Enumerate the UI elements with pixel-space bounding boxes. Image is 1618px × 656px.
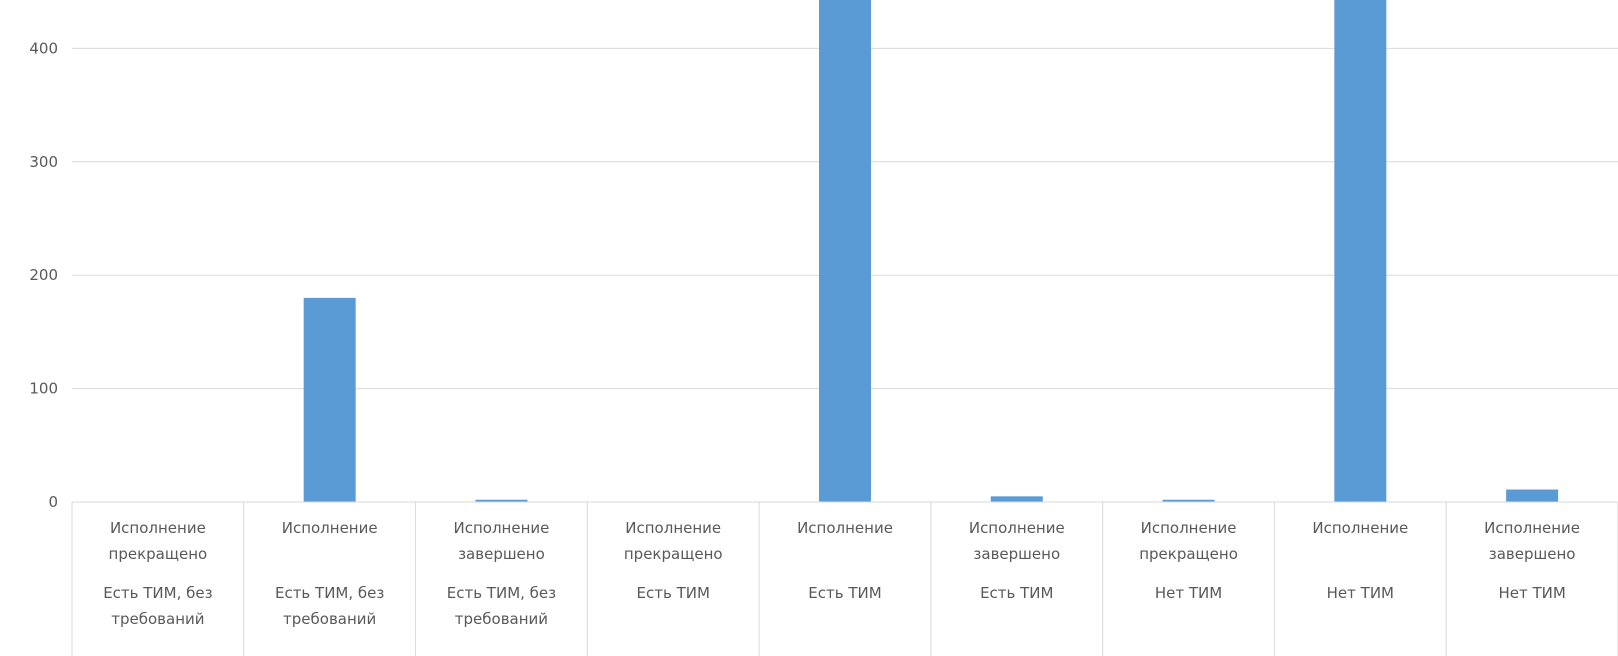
- category-group-label: Нет ТИМ: [1155, 584, 1222, 602]
- category-group-label: Нет ТИМ: [1327, 584, 1394, 602]
- category-group-label: требований: [111, 610, 204, 628]
- category-group-label: Есть ТИМ: [637, 584, 710, 602]
- y-tick-label: 200: [29, 266, 58, 284]
- category-status-label: Исполнение: [625, 519, 721, 537]
- category-group-label: требований: [455, 610, 548, 628]
- category-group-label: Есть ТИМ, без: [447, 584, 556, 602]
- category-status-label: завершено: [1489, 545, 1576, 563]
- category-group-label: Есть ТИМ, без: [275, 584, 384, 602]
- category-group-label: Есть ТИМ: [808, 584, 881, 602]
- bar: [819, 0, 871, 502]
- category-status-label: Исполнение: [969, 519, 1065, 537]
- category-status-label: прекращено: [1139, 545, 1238, 563]
- bar: [475, 499, 528, 502]
- category-status-label: прекращено: [109, 545, 208, 563]
- category-group-label: требований: [283, 610, 376, 628]
- category-status-label: Исполнение: [1141, 519, 1237, 537]
- category-status-label: Исполнение: [1484, 519, 1580, 537]
- x-axis: Исполнение прекращено Есть ТИМ, без требова…: [71, 501, 1618, 656]
- y-tick-label: 300: [29, 153, 58, 171]
- category-status-label: Исполнение: [1312, 519, 1408, 537]
- y-axis-tick-labels: 0 100 200 300 400: [29, 39, 58, 511]
- bar: [1334, 0, 1387, 502]
- category-group-label: Нет ТИМ: [1498, 584, 1565, 602]
- category-status-label: завершено: [973, 545, 1060, 563]
- y-tick-label: 100: [29, 380, 58, 398]
- category-status-label: Исполнение: [282, 519, 378, 537]
- bar: [990, 496, 1043, 502]
- bars: [303, 0, 1559, 502]
- category-group-label: Есть ТИМ: [980, 584, 1053, 602]
- y-tick-label: 0: [48, 493, 58, 511]
- category-status-label: Исполнение: [797, 519, 893, 537]
- category-group-label: Есть ТИМ, без: [103, 584, 212, 602]
- bar: [1162, 499, 1215, 502]
- category-status-label: Исполнение: [110, 519, 206, 537]
- category-status-label: Исполнение: [454, 519, 550, 537]
- bar: [303, 297, 356, 502]
- y-tick-label: 400: [29, 39, 58, 57]
- bar: [1506, 489, 1559, 502]
- category-status-label: завершено: [458, 545, 545, 563]
- category-status-label: прекращено: [624, 545, 723, 563]
